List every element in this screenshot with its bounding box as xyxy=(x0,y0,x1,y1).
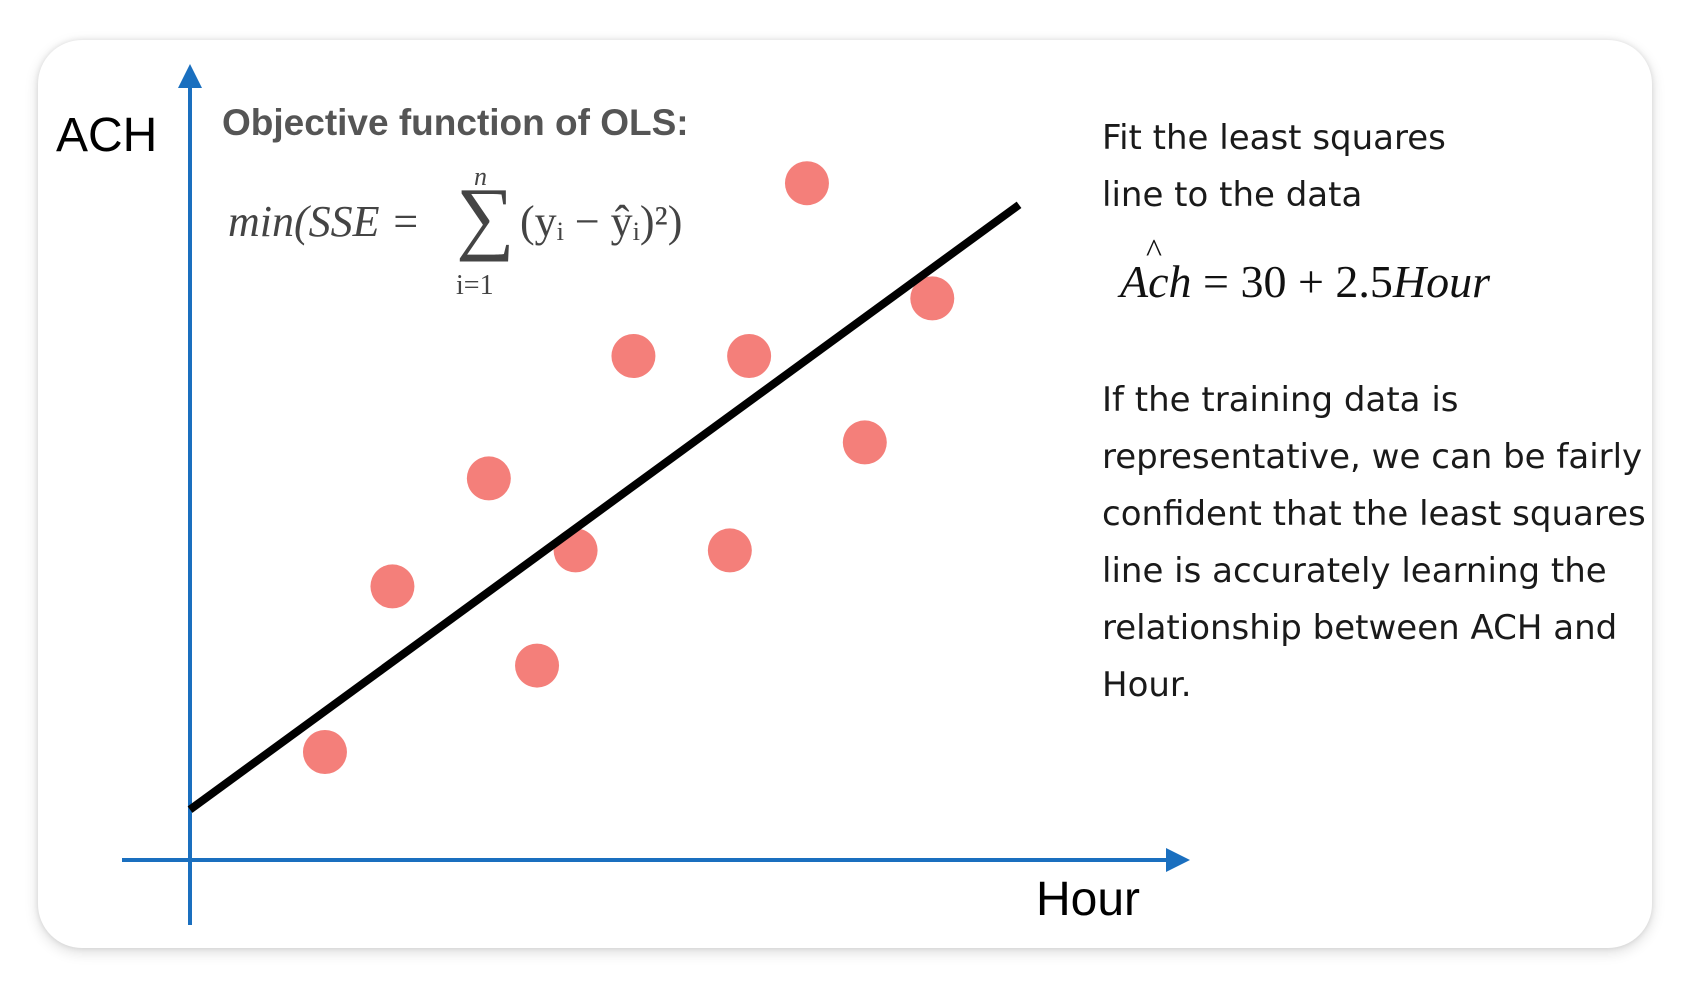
equation-rhs: = 30 + 2.5 xyxy=(1191,256,1393,307)
data-point-7 xyxy=(707,528,752,573)
fit-line-2: line to the data xyxy=(1102,175,1363,215)
x-axis-arrow xyxy=(1166,848,1190,872)
formula-lhs: min(SSE = xyxy=(228,197,421,246)
explanation-line-1: If the training data is xyxy=(1102,380,1459,420)
explanation-text: If the training data is representative, … xyxy=(1102,372,1646,714)
objective-title: Objective function of OLS: xyxy=(222,102,689,143)
data-point-10 xyxy=(842,420,887,465)
data-point-1 xyxy=(302,730,347,774)
formula-rhs: (yᵢ − ŷᵢ)²) xyxy=(520,197,683,246)
data-point-3 xyxy=(466,456,511,501)
slide-card xyxy=(38,40,1652,948)
data-point-4 xyxy=(515,643,560,688)
explanation-line-3: confident that the least squares xyxy=(1102,494,1646,534)
equation-lhs-base: Ach xyxy=(1120,256,1192,307)
x-axis-label: Hour xyxy=(1036,873,1141,926)
data-point-9 xyxy=(784,161,829,206)
data-point-8 xyxy=(727,334,772,378)
data-point-2 xyxy=(370,564,415,609)
data-point-6 xyxy=(611,334,656,378)
regression-equation: Ach ^ = 30 + 2.5Hour xyxy=(1120,233,1491,308)
explanation-line-5: relationship between ACH and xyxy=(1102,608,1618,648)
explanation-line-4: line is accurately learning the xyxy=(1102,551,1607,591)
fit-description: Fit the least squares line to the data xyxy=(1102,110,1446,224)
explanation-line-2: representative, we can be fairly xyxy=(1102,437,1643,477)
explanation-line-6: Hour. xyxy=(1102,665,1192,705)
ols-formula: min(SSE = ∑ n i=1 (yᵢ − ŷᵢ)²) xyxy=(228,162,748,306)
least-squares-line xyxy=(187,201,1022,813)
sum-upper-limit: n xyxy=(474,162,487,191)
summation-symbol: ∑ xyxy=(456,171,515,262)
y-axis-arrow xyxy=(178,64,202,88)
equation-variable: Hour xyxy=(1392,256,1491,307)
data-point-11 xyxy=(910,276,955,321)
fit-line-1: Fit the least squares xyxy=(1102,118,1446,158)
y-axis-label: ACH xyxy=(56,109,158,162)
sum-lower-limit: i=1 xyxy=(456,270,494,301)
equation-lhs: Ach ^ xyxy=(1120,233,1192,308)
hat-symbol: ^ xyxy=(1146,233,1162,270)
